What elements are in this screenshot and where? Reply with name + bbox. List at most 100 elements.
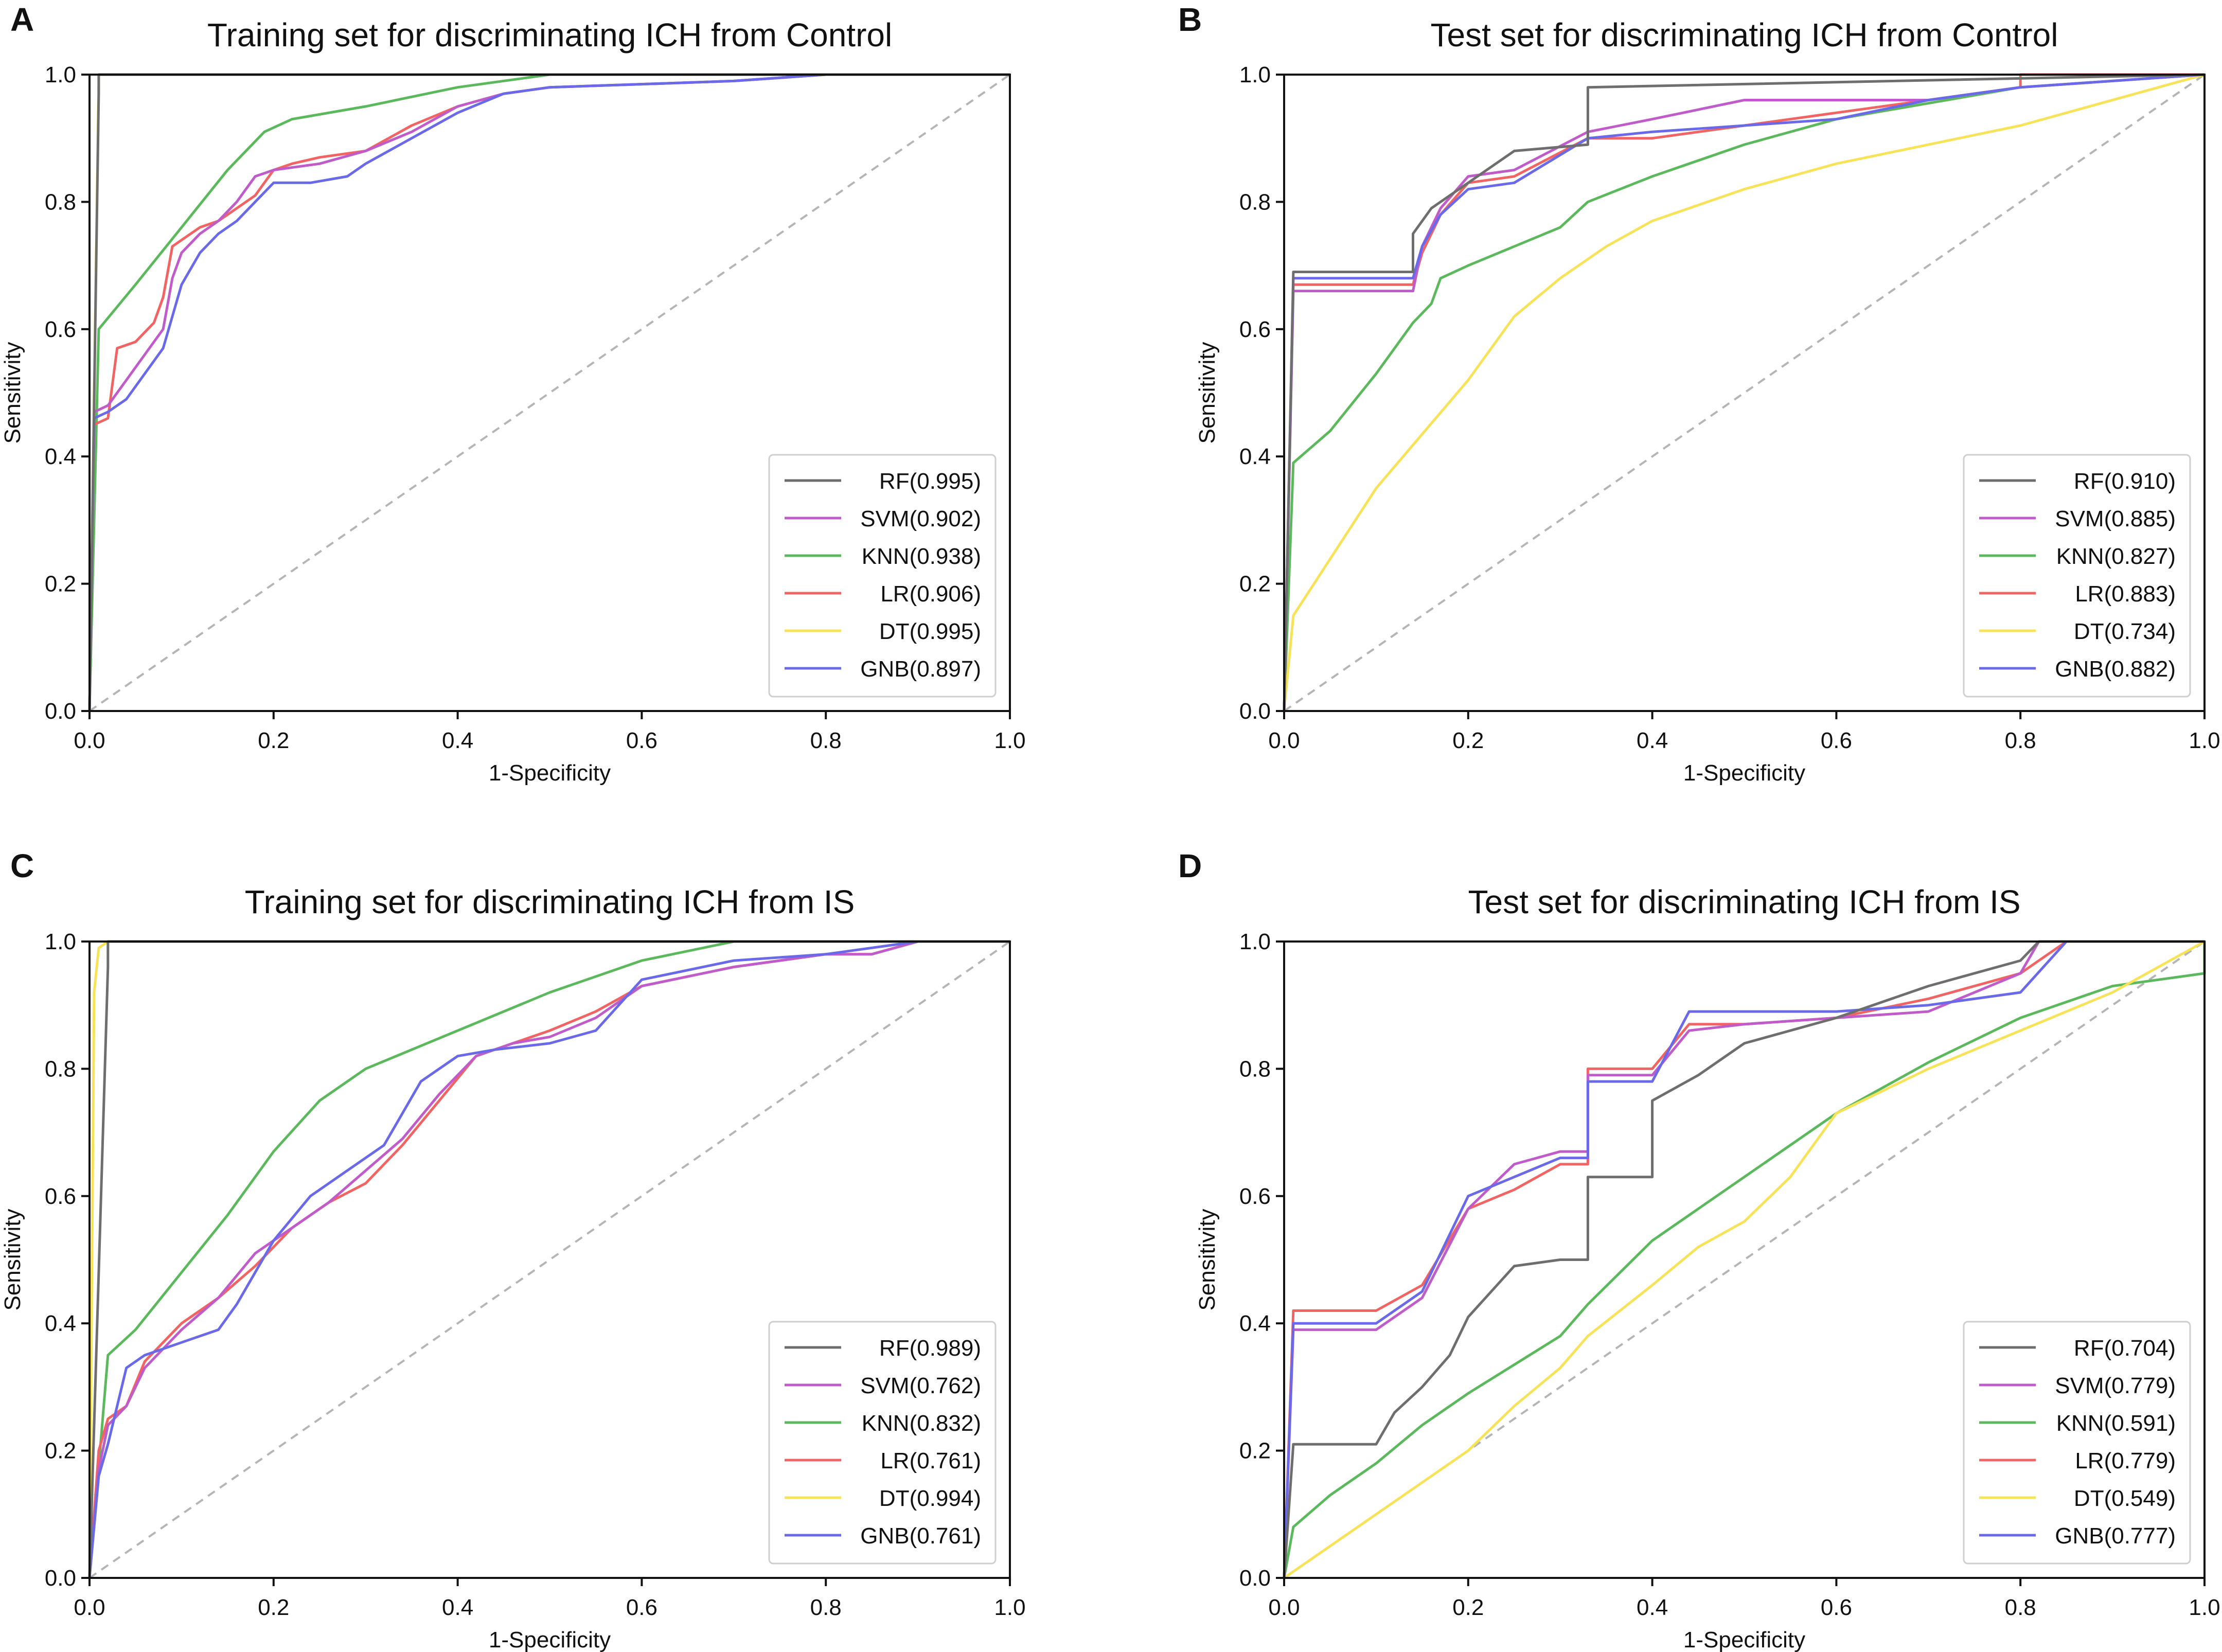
legend-entry-lr: LR(0.906) bbox=[880, 581, 981, 607]
y-tick-label: 0.0 bbox=[1239, 699, 1271, 724]
legend-entry-lr: LR(0.883) bbox=[2075, 581, 2176, 607]
x-axis-label: 1-Specificity bbox=[1683, 760, 1805, 786]
x-tick-label: 0.8 bbox=[810, 728, 842, 753]
panel-label: C bbox=[10, 847, 34, 884]
chart-title: Test set for discriminating ICH from Con… bbox=[1431, 16, 2058, 54]
y-tick-label: 0.4 bbox=[1239, 1311, 1271, 1336]
y-tick-label: 0.4 bbox=[45, 1311, 76, 1336]
y-tick-label: 0.0 bbox=[45, 699, 76, 724]
y-axis-label: Sensitivity bbox=[1195, 342, 1220, 443]
legend-entry-dt: DT(0.995) bbox=[879, 619, 981, 644]
series-line-gnb bbox=[1283, 73, 2205, 712]
x-tick-label: 0.0 bbox=[74, 1595, 105, 1620]
y-tick-label: 0.8 bbox=[45, 1056, 76, 1081]
legend-entry-rf: RF(0.910) bbox=[2074, 469, 2176, 494]
x-tick-label: 0.8 bbox=[2005, 1595, 2036, 1620]
y-tick-label: 0.0 bbox=[45, 1566, 76, 1591]
y-axis-label: Sensitivity bbox=[0, 1209, 25, 1310]
y-tick-label: 1.0 bbox=[45, 62, 76, 87]
y-tick-label: 0.6 bbox=[45, 1184, 76, 1209]
panel-label: B bbox=[1178, 1, 1202, 38]
legend-entry-knn: KNN(0.832) bbox=[862, 1411, 981, 1436]
x-tick-label: 1.0 bbox=[994, 1595, 1025, 1620]
x-tick-label: 0.2 bbox=[1452, 1595, 1484, 1620]
series-line-dt bbox=[1283, 73, 2205, 712]
legend-box bbox=[768, 1321, 997, 1565]
x-tick-label: 0.4 bbox=[1637, 728, 1668, 753]
y-tick-label: 1.0 bbox=[1239, 929, 1271, 954]
panel-label: A bbox=[10, 1, 34, 38]
plot-frame bbox=[1283, 940, 2206, 1579]
series-line-dt bbox=[1283, 940, 2206, 1579]
x-tick-label: 1.0 bbox=[2189, 1595, 2220, 1620]
legend-entry-svm: SVM(0.779) bbox=[2055, 1373, 2176, 1398]
series-line-rf bbox=[1283, 940, 2205, 1578]
legend-entry-rf: RF(0.995) bbox=[879, 469, 981, 494]
y-tick-label: 0.6 bbox=[1239, 1184, 1271, 1209]
legend-entry-dt: DT(0.549) bbox=[2074, 1486, 2176, 1511]
y-axis-label: Sensitivity bbox=[0, 342, 25, 443]
y-tick-label: 0.0 bbox=[1239, 1566, 1271, 1591]
panel-B: B Test set for discriminating ICH from Co… bbox=[1178, 1, 2220, 786]
legend-entry-gnb: GNB(0.777) bbox=[2055, 1523, 2176, 1549]
legend-entry-svm: SVM(0.762) bbox=[860, 1373, 981, 1398]
series-line-knn bbox=[1283, 73, 2205, 712]
x-tick-label: 0.4 bbox=[442, 1595, 473, 1620]
x-tick-label: 1.0 bbox=[994, 728, 1025, 753]
chart-title: Training set for discriminating ICH from… bbox=[207, 16, 892, 54]
series-line-svm bbox=[88, 940, 1010, 1578]
y-tick-label: 0.8 bbox=[45, 189, 76, 215]
y-tick-label: 0.2 bbox=[45, 1438, 76, 1464]
legend-entry-rf: RF(0.704) bbox=[2074, 1336, 2176, 1361]
series-line-gnb bbox=[1283, 940, 2205, 1578]
chart-title: Training set for discriminating ICH from… bbox=[245, 883, 855, 920]
x-tick-label: 0.6 bbox=[626, 1595, 657, 1620]
legend-entry-dt: DT(0.994) bbox=[879, 1486, 981, 1511]
x-axis-label: 1-Specificity bbox=[489, 760, 611, 786]
y-tick-label: 0.6 bbox=[1239, 317, 1271, 342]
y-tick-label: 0.4 bbox=[1239, 444, 1271, 469]
y-tick-label: 0.8 bbox=[1239, 1056, 1271, 1081]
series-line-svm bbox=[1283, 940, 2205, 1578]
x-tick-label: 0.6 bbox=[1821, 1595, 1852, 1620]
legend-box bbox=[1963, 1321, 2191, 1565]
y-tick-label: 0.8 bbox=[1239, 189, 1271, 215]
legend-box bbox=[768, 454, 997, 698]
legend-entry-svm: SVM(0.902) bbox=[860, 506, 981, 531]
series-line-gnb bbox=[88, 73, 1010, 712]
plot-frame bbox=[1283, 74, 2206, 712]
x-tick-label: 1.0 bbox=[2189, 728, 2220, 753]
y-tick-label: 1.0 bbox=[45, 929, 76, 954]
series-line-knn bbox=[88, 940, 1010, 1578]
y-tick-label: 0.2 bbox=[45, 572, 76, 597]
x-tick-label: 0.0 bbox=[1268, 728, 1300, 753]
x-tick-label: 0.0 bbox=[74, 728, 105, 753]
series-line-rf bbox=[1283, 73, 2205, 712]
y-tick-label: 0.6 bbox=[45, 317, 76, 342]
legend-entry-svm: SVM(0.885) bbox=[2055, 506, 2176, 531]
x-axis-label: 1-Specificity bbox=[1683, 1627, 1805, 1652]
legend-entry-dt: DT(0.734) bbox=[2074, 619, 2176, 644]
x-tick-label: 0.8 bbox=[2005, 728, 2036, 753]
legend-entry-knn: KNN(0.827) bbox=[2056, 544, 2176, 569]
x-tick-label: 0.6 bbox=[626, 728, 657, 753]
x-tick-label: 0.2 bbox=[1452, 728, 1484, 753]
chart-title: Test set for discriminating ICH from IS bbox=[1468, 883, 2020, 920]
legend: RF(0.995) SVM(0.902) KNN(0.938) LR(0.906) DT… bbox=[768, 454, 997, 698]
panel-C: C Training set for discriminating ICH fro… bbox=[0, 847, 1026, 1652]
series-line-lr bbox=[1283, 940, 2205, 1578]
x-axis-label: 1-Specificity bbox=[489, 1627, 611, 1652]
panel-label: D bbox=[1178, 847, 1202, 884]
series-line-knn bbox=[1283, 942, 2206, 1578]
y-axis-label: Sensitivity bbox=[1195, 1209, 1220, 1310]
y-tick-label: 0.4 bbox=[45, 444, 76, 469]
panel-A: A Training set for discriminating ICH fro… bbox=[0, 1, 1026, 786]
x-tick-label: 0.6 bbox=[1821, 728, 1852, 753]
legend-box bbox=[1963, 454, 2191, 698]
legend-entry-gnb: GNB(0.897) bbox=[860, 656, 981, 682]
panel-D: D Test set for discriminating ICH from IS… bbox=[1178, 847, 2220, 1652]
legend-entry-knn: KNN(0.591) bbox=[2056, 1411, 2176, 1436]
legend: RF(0.704) SVM(0.779) KNN(0.591) LR(0.779) DT… bbox=[1963, 1321, 2191, 1565]
legend-entry-gnb: GNB(0.761) bbox=[860, 1523, 981, 1549]
